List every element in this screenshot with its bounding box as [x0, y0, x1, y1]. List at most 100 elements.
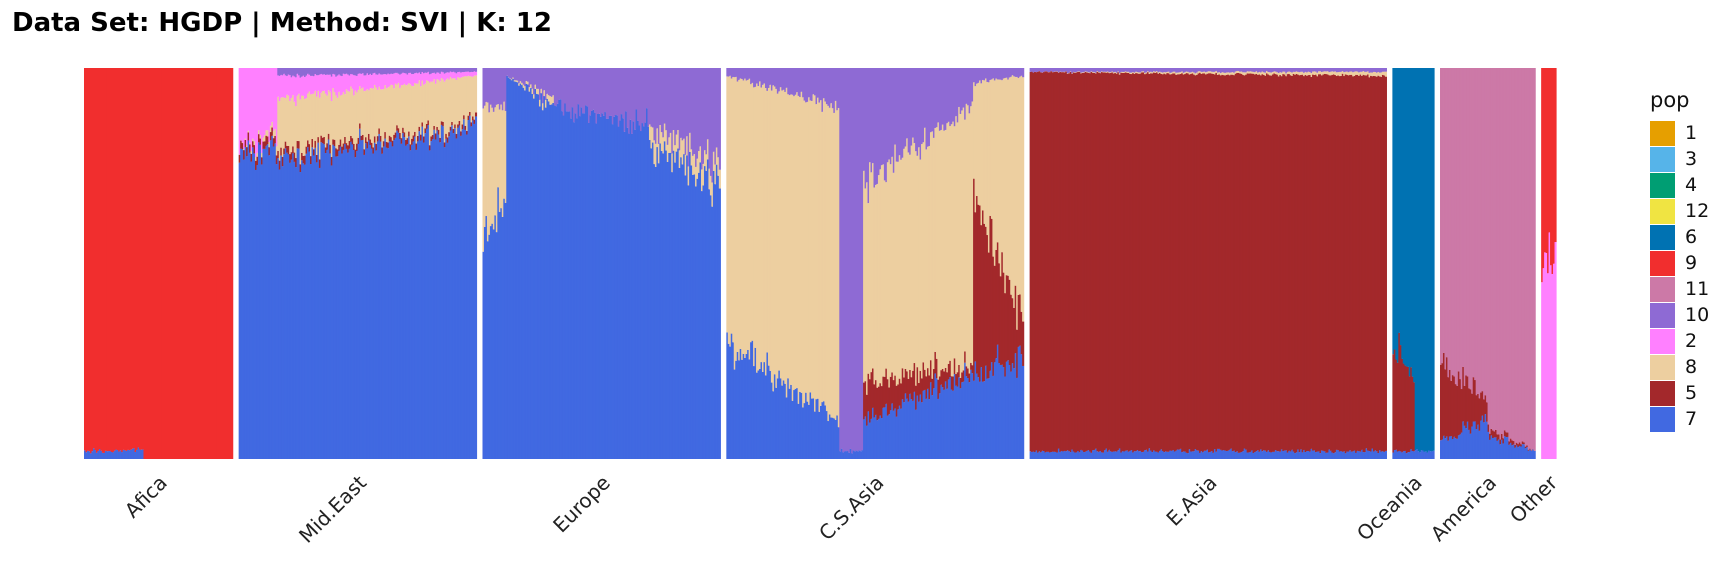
- bar-segment: [1362, 74, 1365, 453]
- bar-segment: [1136, 450, 1139, 459]
- bar-segment: [1312, 450, 1315, 459]
- bar-segment: [315, 68, 319, 76]
- bar-segment: [1089, 451, 1092, 459]
- bar-segment: [269, 68, 272, 126]
- bar-segment: [932, 388, 936, 459]
- bar-segment: [1120, 71, 1123, 73]
- bar-segment: [280, 68, 283, 75]
- bar-segment: [1500, 68, 1504, 434]
- bar-segment: [729, 75, 732, 347]
- bar-segment: [100, 68, 103, 451]
- bar-segment: [1199, 71, 1202, 73]
- bar-segment: [1054, 71, 1057, 452]
- bar-segment: [843, 451, 846, 459]
- bar-segment: [405, 73, 408, 86]
- bar-segment: [996, 68, 999, 80]
- bar-segment: [815, 68, 818, 105]
- bar-segment: [253, 153, 256, 459]
- bar-segment: [475, 68, 478, 72]
- bar-segment: [886, 379, 889, 416]
- bar-segment: [409, 68, 412, 73]
- bar-segment: [492, 229, 495, 459]
- bar-segment: [773, 86, 776, 375]
- bar-segment: [1228, 68, 1231, 73]
- bar-segment: [305, 153, 308, 459]
- bar-segment: [1086, 68, 1089, 72]
- bar-segment: [283, 148, 286, 155]
- bar-segment: [769, 68, 772, 85]
- bar-segment: [201, 68, 204, 459]
- bar-segment: [428, 150, 432, 459]
- bar-segment: [425, 80, 429, 124]
- bar-segment: [1493, 431, 1496, 438]
- bar-segment: [495, 68, 498, 105]
- bar-segment: [717, 175, 720, 459]
- bar-segment: [983, 223, 986, 382]
- bar-segment: [776, 378, 779, 459]
- bar-segment: [1218, 74, 1221, 449]
- bar-segment: [889, 164, 892, 377]
- bar-segment: [1532, 449, 1535, 459]
- bar-segment: [1332, 74, 1335, 454]
- bar-segment: [1508, 444, 1511, 459]
- bar-segment: [1503, 436, 1507, 459]
- bar-segment: [1237, 452, 1240, 459]
- bar-segment: [418, 126, 421, 132]
- bar-segment: [304, 77, 307, 100]
- bar-segment: [1276, 74, 1279, 452]
- bar-segment: [1175, 74, 1178, 451]
- bar-segment: [982, 381, 985, 459]
- bar-segment: [446, 68, 449, 73]
- bar-segment: [764, 375, 768, 459]
- bar-segment: [470, 71, 473, 77]
- bar-segment: [464, 71, 467, 77]
- bar-segment: [1158, 68, 1162, 72]
- bar-segment: [1133, 73, 1136, 452]
- bar-segment: [1271, 71, 1275, 75]
- bar-segment: [265, 130, 268, 136]
- bar-segment: [1303, 68, 1306, 73]
- bar-segment: [387, 73, 390, 88]
- bar-segment: [1453, 376, 1456, 437]
- bar-segment: [1325, 74, 1328, 453]
- bar-segment: [1492, 430, 1495, 439]
- bar-segment: [1318, 74, 1321, 452]
- bar-segment: [1208, 452, 1211, 459]
- bar-segment: [1090, 71, 1093, 72]
- bar-segment: [483, 226, 487, 459]
- bar-segment: [895, 416, 898, 459]
- bar-segment: [1497, 439, 1501, 459]
- bar-segment: [420, 74, 423, 87]
- bar-segment: [192, 68, 195, 459]
- bar-segment: [1454, 438, 1457, 459]
- bar-segment: [1013, 76, 1016, 308]
- bar-segment: [312, 76, 316, 94]
- bar-segment: [510, 79, 513, 81]
- bar-segment: [1551, 68, 1554, 274]
- bar-segment: [701, 68, 704, 170]
- bar-segment: [620, 114, 623, 460]
- bar-segment: [1410, 367, 1413, 450]
- bar-segment: [1304, 75, 1307, 452]
- bar-segment: [483, 68, 487, 106]
- bar-segment: [504, 202, 507, 460]
- bar-segment: [1255, 73, 1258, 452]
- bar-segment: [764, 68, 768, 88]
- bar-segment: [1419, 452, 1422, 459]
- bar-segment: [1216, 74, 1220, 449]
- bar-segment: [1356, 71, 1359, 75]
- bar-segment: [989, 370, 992, 459]
- bar-segment: [538, 106, 542, 459]
- bar-segment: [736, 81, 739, 352]
- bar-segment: [1106, 71, 1110, 73]
- bar-segment: [1328, 72, 1331, 76]
- bar-segment: [541, 110, 545, 460]
- bar-segment: [1203, 71, 1206, 74]
- bar-segment: [1447, 377, 1450, 441]
- bar-segment: [1013, 368, 1016, 459]
- bar-segment: [1167, 71, 1170, 74]
- bar-segment: [625, 111, 628, 460]
- bar-segment: [1326, 68, 1330, 72]
- bar-segment: [1497, 434, 1501, 440]
- bar-segment: [863, 170, 866, 383]
